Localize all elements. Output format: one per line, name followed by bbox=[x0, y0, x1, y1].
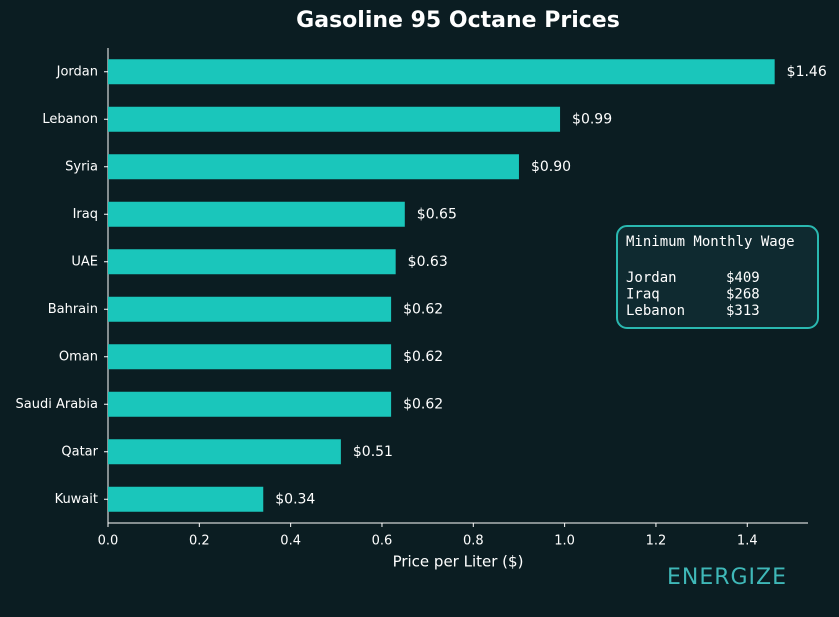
y-tick-label: Lebanon bbox=[42, 112, 98, 127]
value-label: $0.62 bbox=[403, 349, 443, 365]
y-tick-label: Jordan bbox=[56, 64, 98, 79]
x-tick-label: 0.4 bbox=[280, 534, 301, 549]
y-tick-label: Saudi Arabia bbox=[16, 397, 99, 412]
annotation-wage: $268 bbox=[726, 287, 760, 303]
x-tick-label: 0.8 bbox=[463, 534, 484, 549]
value-label: $0.51 bbox=[353, 444, 393, 460]
chart-title: Gasoline 95 Octane Prices bbox=[296, 8, 620, 33]
annotation-box bbox=[616, 225, 819, 329]
bar bbox=[108, 439, 341, 465]
y-tick-label: UAE bbox=[71, 254, 98, 269]
value-label: $0.90 bbox=[531, 159, 571, 175]
value-label: $0.34 bbox=[275, 491, 315, 507]
bar bbox=[108, 344, 392, 370]
bar bbox=[108, 249, 396, 275]
x-tick-label: 0.2 bbox=[189, 534, 210, 549]
annotation-country: Lebanon bbox=[626, 303, 685, 319]
x-tick-label: 1.4 bbox=[737, 534, 758, 549]
x-axis-label: Price per Liter ($) bbox=[393, 553, 524, 571]
annotation-country: Iraq bbox=[626, 287, 660, 303]
y-tick-label: Syria bbox=[65, 159, 98, 174]
value-label: $0.63 bbox=[408, 254, 448, 270]
bar bbox=[108, 296, 392, 322]
bar bbox=[108, 391, 392, 417]
value-label: $1.46 bbox=[787, 64, 827, 80]
x-tick-label: 0.6 bbox=[372, 534, 393, 549]
value-label: $0.62 bbox=[403, 301, 443, 317]
y-tick-label: Oman bbox=[59, 349, 98, 364]
x-tick-label: 1.0 bbox=[554, 534, 575, 549]
bar bbox=[108, 154, 519, 180]
annotation-country: Jordan bbox=[626, 270, 677, 286]
y-tick-label: Kuwait bbox=[55, 492, 98, 507]
annotation-title: Minimum Monthly Wage bbox=[626, 234, 795, 250]
bar bbox=[108, 106, 561, 132]
bar bbox=[108, 201, 405, 227]
bar bbox=[108, 486, 264, 512]
bar bbox=[108, 59, 775, 85]
y-tick-label: Bahrain bbox=[48, 302, 98, 317]
value-label: $0.62 bbox=[403, 396, 443, 412]
y-tick-label: Qatar bbox=[61, 444, 98, 459]
value-label: $0.65 bbox=[417, 206, 457, 222]
annotation-wage: $313 bbox=[726, 303, 760, 319]
logo: ENERGIZE bbox=[667, 565, 787, 590]
x-tick-label: 0.0 bbox=[98, 534, 119, 549]
annotation-wage: $409 bbox=[726, 270, 760, 286]
x-tick-label: 1.2 bbox=[646, 534, 667, 549]
value-label: $0.99 bbox=[572, 111, 612, 127]
y-tick-label: Iraq bbox=[73, 207, 98, 222]
